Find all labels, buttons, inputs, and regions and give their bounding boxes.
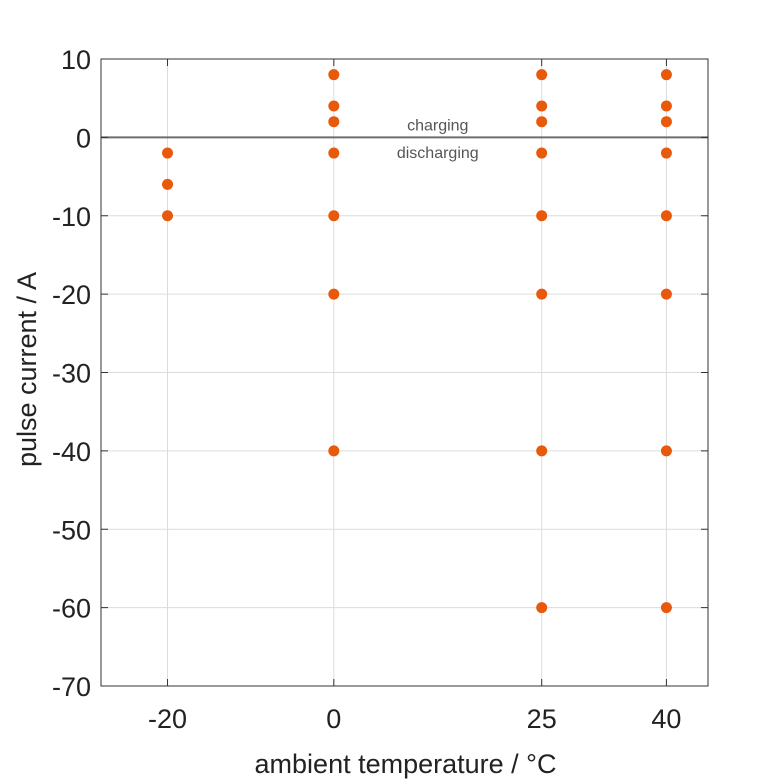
x-axis-title: ambient temperature / °C — [255, 749, 557, 779]
x-tick-label: 40 — [651, 704, 681, 734]
data-point — [328, 445, 340, 457]
y-tick-label: -10 — [52, 202, 91, 232]
x-tick-label: -20 — [148, 704, 187, 734]
data-point — [660, 288, 672, 300]
annotations: charging discharging — [397, 118, 479, 162]
x-tick-label: 25 — [527, 704, 557, 734]
y-tick-label: -60 — [52, 594, 91, 624]
data-point — [536, 147, 548, 159]
y-tick-label: -20 — [52, 280, 91, 310]
data-point — [328, 147, 340, 159]
data-point — [660, 602, 672, 614]
data-point — [660, 445, 672, 457]
data-point — [536, 116, 548, 128]
annotation-discharging: discharging — [397, 145, 479, 162]
data-point — [660, 100, 672, 112]
data-point — [536, 100, 548, 112]
data-point — [536, 210, 548, 222]
data-point — [536, 445, 548, 457]
y-axis-title: pulse current / A — [12, 272, 42, 467]
data-point — [536, 69, 548, 81]
data-point — [328, 210, 340, 222]
data-point — [162, 178, 174, 190]
y-tick-label: -70 — [52, 672, 91, 702]
data-point — [536, 602, 548, 614]
axis-ticks — [101, 58, 708, 687]
y-tick-label: 10 — [61, 45, 91, 75]
y-tick-label: -40 — [52, 437, 91, 467]
data-point — [536, 288, 548, 300]
data-point — [328, 116, 340, 128]
y-tick-label: -50 — [52, 515, 91, 545]
y-tick-label: 0 — [76, 123, 91, 153]
data-point — [162, 210, 174, 222]
data-point — [660, 69, 672, 81]
data-point — [660, 116, 672, 128]
data-point — [328, 69, 340, 81]
data-point — [660, 147, 672, 159]
data-point — [328, 288, 340, 300]
y-tick-labels: 10 0 -10 -20 -30 -40 -50 -60 -70 — [52, 45, 91, 702]
y-tick-label: -30 — [52, 359, 91, 389]
data-point — [162, 147, 174, 159]
x-tick-labels: -20 0 25 40 — [148, 704, 681, 734]
data-point — [328, 100, 340, 112]
x-tick-label: 0 — [326, 704, 341, 734]
annotation-charging: charging — [407, 118, 468, 135]
data-points — [162, 69, 672, 614]
data-point — [660, 210, 672, 222]
